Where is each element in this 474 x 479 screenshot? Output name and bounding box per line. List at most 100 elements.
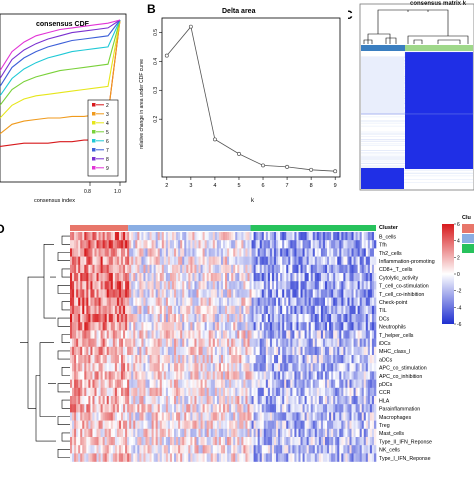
delta-xtick-4: 4	[213, 183, 216, 189]
cdf-title: consensus CDF	[36, 21, 90, 28]
cdf-legend-swatch-5	[92, 130, 96, 134]
cdf-legend-swatch-6	[92, 139, 96, 143]
cluster-bar-3	[250, 225, 376, 231]
delta-ytick-0.2: 0.2	[153, 115, 159, 122]
cluster-header: Cluster	[379, 225, 399, 231]
cdf-legend-swatch-4	[92, 121, 96, 125]
matrix-block-2	[405, 114, 473, 169]
delta-point-k4	[212, 137, 217, 142]
heatmap-row-label: T_helper_cells	[379, 333, 414, 339]
heatmap-row-label: NK_cells	[379, 448, 400, 454]
cdf-legend-label-2: 2	[106, 103, 109, 109]
heatmap-row-label: Th2_cells	[379, 251, 402, 257]
matrix-cluster-bar-2	[405, 45, 473, 51]
delta-point-k6	[261, 163, 265, 168]
delta-ytick-0.3: 0.3	[153, 87, 159, 94]
delta-point-k5	[237, 151, 241, 156]
panel-b: B Delta area relative change in area und…	[134, 0, 348, 205]
heatmap-row-label: Macrophages	[379, 415, 411, 421]
heatmap-row-label: Parainflammation	[379, 407, 420, 413]
cdf-xtick-0.8: 0.8	[84, 189, 91, 195]
delta-point-k3	[188, 24, 193, 29]
scale-tick--2: -2	[457, 289, 462, 295]
delta-point-k2	[164, 53, 169, 58]
cluster-legend-swatch-1	[462, 224, 474, 233]
cdf-legend-swatch-9	[92, 166, 96, 170]
cdf-legend-label-5: 5	[106, 130, 109, 136]
panel-d: D Cluster B_cells Tfh Th2_cells Inflammatio…	[0, 205, 474, 474]
matrix-block-sparse	[361, 58, 404, 114]
delta-plot-frame	[161, 17, 341, 178]
panel-c-label: C	[348, 8, 353, 22]
heatmap-row-label: CD8+_T_cells	[379, 267, 413, 273]
color-scale-bar	[442, 224, 454, 324]
heatmap-row-label: B_cells	[379, 234, 396, 240]
matrix-block-1	[405, 52, 473, 114]
scale-tick-2: 2	[457, 255, 460, 261]
heatmap-row-label: Treg	[379, 423, 390, 429]
heatmap-row-label: MHC_class_I	[379, 349, 411, 355]
cdf-legend	[87, 99, 119, 177]
row-dendrogram	[20, 235, 70, 458]
cluster-legend-swatch-3	[462, 244, 474, 253]
panel-b-label: B	[147, 2, 156, 16]
heatmap-row-label: DCs	[379, 316, 390, 322]
delta-xtick-9: 9	[334, 183, 337, 189]
delta-xtick-3: 3	[189, 183, 192, 189]
heatmap-row-label: APC_co_inhibition	[379, 374, 422, 380]
immune-heatmap: D Cluster B_cells Tfh Th2_cells Inflammatio…	[0, 215, 474, 462]
heatmap-row-label: Type_I_IFN_Reponse	[379, 456, 431, 462]
cluster-bar-1	[70, 225, 129, 231]
panel-a: consensus CDF 2 3 4 5 6 7 8 9 0.8 1.0 consensus…	[0, 0, 134, 205]
cluster-bar-2	[128, 225, 251, 231]
heatmap-row-label: iDCs	[379, 341, 391, 347]
heatmap-row-label: CCR	[379, 390, 391, 396]
cdf-legend-swatch-2	[92, 103, 96, 107]
cdf-line-k8	[0, 19, 121, 79]
heatmap-row-label: Mast_cells	[379, 431, 404, 437]
cdf-legend-label-4: 4	[106, 121, 109, 127]
cdf-legend-label-3: 3	[106, 112, 109, 118]
cdf-legend-label-6: 6	[106, 139, 109, 145]
panel-c: C consensus matrix k	[344, 0, 474, 205]
heatmap-row-label: aDCs	[379, 357, 393, 363]
delta-point-k8	[309, 167, 314, 172]
delta-series-line	[166, 25, 336, 172]
delta-xlabel: k	[251, 198, 255, 204]
delta-ytick-0.4: 0.4	[153, 58, 159, 65]
matrix-blocks	[361, 51, 474, 189]
heatmap-row-label: TIL	[379, 308, 387, 314]
delta-xticks: 2 3 4 5 6 7 8 9	[165, 177, 337, 189]
cdf-legend-label-8: 8	[106, 157, 109, 163]
heatmap-cells	[70, 232, 377, 462]
cluster-annotation-bar	[70, 225, 376, 231]
heatmap-row-label: Type_II_IFN_Reponse	[379, 439, 432, 445]
heatmap-row-labels: B_cells Tfh Th2_cells Inflammation-promotin…	[379, 234, 435, 461]
heatmap-row-label: pDCs	[379, 382, 393, 388]
cdf-line-k4	[0, 19, 121, 119]
delta-xtick-7: 7	[286, 183, 289, 189]
heatmap-row-label: HLA	[379, 398, 390, 404]
matrix-block-3	[361, 168, 404, 189]
delta-ytick-0.5: 0.5	[153, 29, 159, 36]
scale-tick-6: 6	[457, 222, 460, 228]
delta-point-k7	[285, 164, 290, 169]
consensus-matrix: C consensus matrix k	[344, 1, 474, 191]
delta-xtick-8: 8	[310, 183, 313, 189]
delta-ylabel: relative change in area under CDF curve	[139, 59, 145, 149]
heatmap-row-label: Tfh	[379, 243, 387, 249]
cdf-legend-swatch-7	[92, 148, 96, 152]
cdf-legend-label-9: 9	[106, 166, 109, 172]
delta-xtick-2: 2	[165, 183, 168, 189]
cdf-line-k5	[0, 19, 121, 106]
heatmap-row-label: APC_co_stimulation	[379, 366, 427, 372]
row-dendrogram-branches	[20, 235, 70, 458]
heatmap-row-label: Cytolytic_activity	[379, 275, 418, 281]
heatmap-row-label: T_cell_co-inhibition	[379, 292, 424, 298]
panel-d-label: D	[0, 222, 5, 236]
heatmap-row-label: Check-point	[379, 300, 408, 306]
cdf-line-k6	[0, 19, 121, 97]
scale-tick--4: -4	[457, 305, 462, 311]
heatmap-row-label: Inflammation-promoting	[379, 259, 435, 265]
cdf-legend-items: 2 3 4 5 6 7 8 9	[92, 103, 109, 172]
